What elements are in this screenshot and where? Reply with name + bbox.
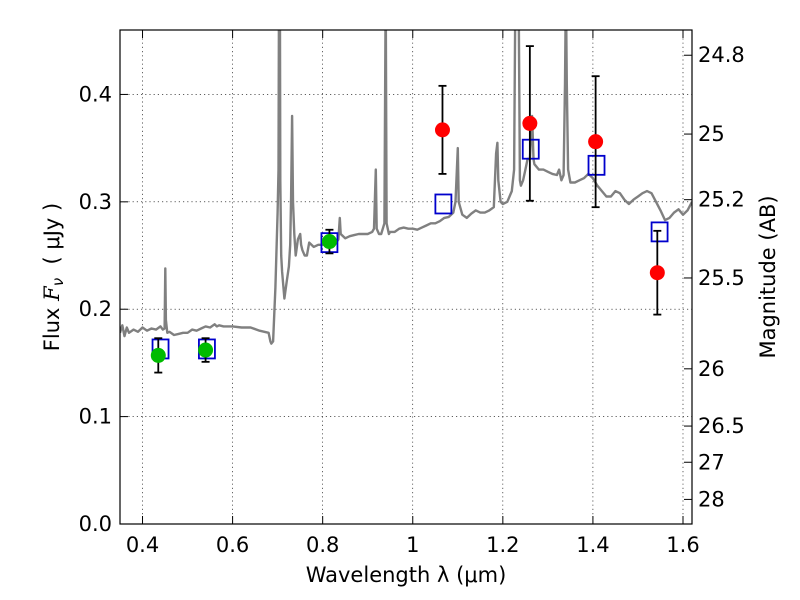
tick-marks <box>120 30 692 525</box>
model-square <box>434 193 453 215</box>
tick-labels: 0.4 0.6 0.8 1 1.2 1.4 1.6 0.0 0.1 0.2 0.3 0.4 24.8 25… <box>79 43 745 557</box>
y-axis-label: Flux Fν ( μJy ) <box>40 203 67 351</box>
y-label-subscript: ν <box>49 278 67 286</box>
marker-layer <box>150 45 669 374</box>
right-tick-label: 26.5 <box>698 414 745 438</box>
data-point <box>649 265 665 281</box>
data-point <box>150 347 166 363</box>
y-label-spacer <box>40 265 64 278</box>
right-tick-label: 24.8 <box>698 43 745 67</box>
plot-frame <box>119 29 693 525</box>
y-tick-label: 0.4 <box>79 82 112 106</box>
right-tick-label: 25.5 <box>698 266 745 290</box>
right-tick-label: 28 <box>698 487 725 511</box>
data-point <box>434 122 450 138</box>
model-square <box>650 221 669 243</box>
data-point <box>321 234 337 250</box>
data-point <box>522 115 538 131</box>
y-label-symbol: F <box>40 285 64 302</box>
right-axis-label: Magnitude (AB) <box>756 195 780 358</box>
spectrum-line <box>120 30 692 345</box>
x-tick-label: 0.4 <box>126 533 159 557</box>
y-tick-label: 0.3 <box>79 190 112 214</box>
y-tick-label: 0.1 <box>79 405 112 429</box>
spectrum-layer <box>120 30 692 345</box>
right-tick-label: 27 <box>698 450 725 474</box>
x-tick-label: 0.8 <box>306 533 339 557</box>
x-tick-label: 1.2 <box>486 533 519 557</box>
y-tick-label: 0.2 <box>79 297 112 321</box>
x-tick-label: 1.4 <box>576 533 609 557</box>
right-tick-label: 25 <box>698 122 725 146</box>
plot-background <box>120 30 692 524</box>
x-axis-label: Wavelength λ (μm) <box>306 563 507 587</box>
x-tick-label: 1 <box>406 533 419 557</box>
right-tick-label: 25.2 <box>698 188 745 212</box>
model-square <box>521 138 540 160</box>
x-tick-label: 1.6 <box>666 533 699 557</box>
model-square <box>587 154 606 176</box>
y-label-prefix: Flux <box>40 301 64 351</box>
data-point <box>198 342 214 358</box>
data-point <box>588 134 604 150</box>
grid-lines <box>120 30 692 524</box>
y-label-unit: ( μJy ) <box>40 203 64 265</box>
x-tick-label: 0.6 <box>216 533 249 557</box>
right-tick-label: 26 <box>698 357 725 381</box>
y-tick-label: 0.0 <box>79 512 112 536</box>
